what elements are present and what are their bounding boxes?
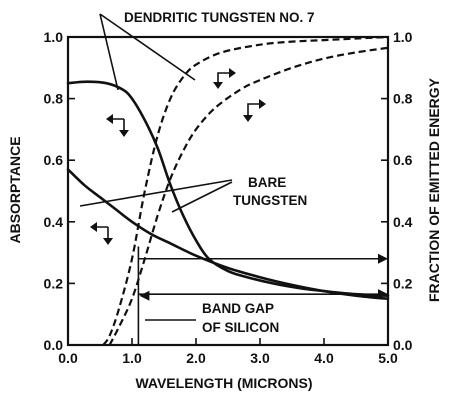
- y-axis-title-right: FRACTION OF EMITTED ENERGY: [426, 77, 442, 302]
- pointer-bare-to-solid: [79, 179, 233, 207]
- band-gap-pointer-head: [139, 290, 150, 301]
- y-tick-label-right: 0.4: [393, 214, 413, 230]
- y-tick-label-left: 0.2: [44, 275, 64, 291]
- band-gap-arrow-head-1: [378, 289, 388, 300]
- annotation-pointers: [79, 13, 233, 321]
- x-tick-label: 2.0: [186, 350, 206, 366]
- y-tick-label-left: 0.8: [44, 91, 64, 107]
- indicator-right-2: [243, 99, 266, 122]
- y-tick-label-right: 0.6: [393, 152, 413, 168]
- pointer-bare-to-dashed: [171, 181, 233, 213]
- y-tick-label-left: 0.0: [44, 337, 64, 353]
- indicator-left-2: [90, 222, 113, 245]
- series-line-bare-tungsten: [66, 168, 390, 301]
- y-tick-label-left: 0.4: [44, 214, 64, 230]
- y-axis-title-left: ABSORPTANCE: [7, 136, 23, 243]
- axis-indicators: [90, 68, 266, 245]
- x-tick-label: 5.0: [378, 350, 398, 366]
- indicator-right-1: [213, 68, 236, 89]
- y-tick-label-right: 0.0: [393, 337, 413, 353]
- x-tick-label: 3.0: [250, 350, 270, 366]
- y-tick-label-right: 0.2: [393, 275, 413, 291]
- indicator-left-1: [106, 114, 129, 137]
- series-line-emitted-energy-3: [108, 46, 389, 346]
- annotation-band-gap-line1: BAND GAP: [202, 301, 274, 316]
- series-layer: [66, 35, 390, 346]
- x-tick-label: 4.0: [314, 350, 334, 366]
- annotation-bare-tungsten-line1: BARE: [248, 175, 286, 190]
- x-tick-label: 1.0: [122, 350, 142, 366]
- series-line-dendritic-tungsten-no-7: [66, 80, 390, 297]
- tick-layer: 0.0 1.0 2.0 3.0 4.0 5.00.0 0.00.2 0.20.4 0.40.6 0…: [44, 29, 413, 366]
- pointer-dendritic-to-solid: [99, 13, 119, 91]
- plot-frame: [66, 35, 390, 347]
- band-gap-arrow-head-0: [378, 253, 388, 264]
- series-line-emitted-energy-2: [102, 35, 389, 346]
- x-axis-title: WAVELENGTH (MICRONS): [135, 375, 312, 391]
- y-tick-label-left: 0.6: [44, 152, 64, 168]
- annotation-dendritic-tungsten: DENDRITIC TUNGSTEN NO. 7: [124, 10, 315, 25]
- marker-layer: [137, 246, 388, 345]
- y-tick-label-left: 1.0: [44, 29, 64, 45]
- annotation-band-gap-line2: OF SILICON: [202, 320, 279, 335]
- annotation-bare-tungsten-line2: TUNGSTEN: [233, 193, 307, 208]
- pointer-dendritic-to-dashed: [99, 13, 196, 81]
- x-tick-label: 0.0: [58, 350, 78, 366]
- y-tick-label-right: 0.8: [393, 91, 413, 107]
- y-tick-label-right: 1.0: [393, 29, 413, 45]
